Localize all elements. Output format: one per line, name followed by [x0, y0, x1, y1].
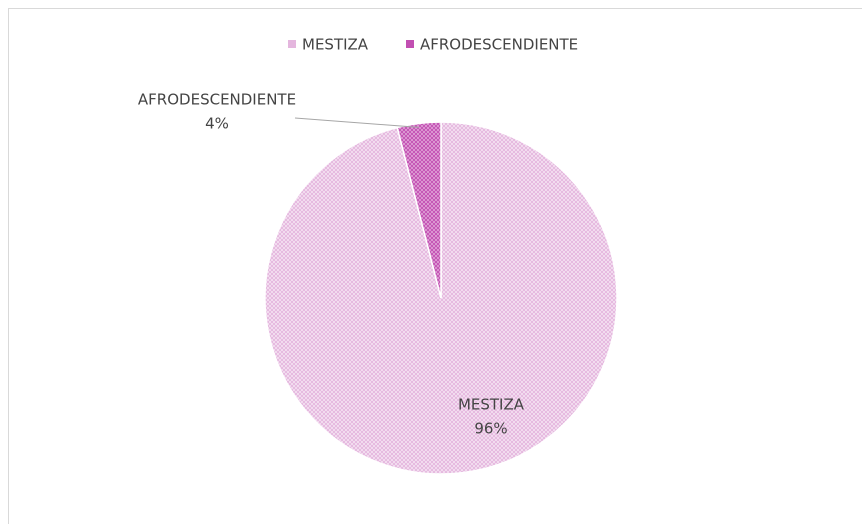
- leader-line: [294, 117, 419, 128]
- data-label-category: MESTIZA: [458, 396, 525, 414]
- legend-label: AFRODESCENDIENTE: [420, 36, 578, 54]
- legend-label: MESTIZA: [302, 36, 369, 54]
- pie-slice: [264, 121, 618, 475]
- legend-swatch: [406, 40, 414, 48]
- data-label-value: 96%: [474, 420, 507, 438]
- data-label-category: AFRODESCENDIENTE: [138, 91, 296, 109]
- pie-slice: [396, 121, 442, 299]
- legend-swatch: [288, 40, 296, 48]
- data-label-value: 4%: [205, 115, 229, 133]
